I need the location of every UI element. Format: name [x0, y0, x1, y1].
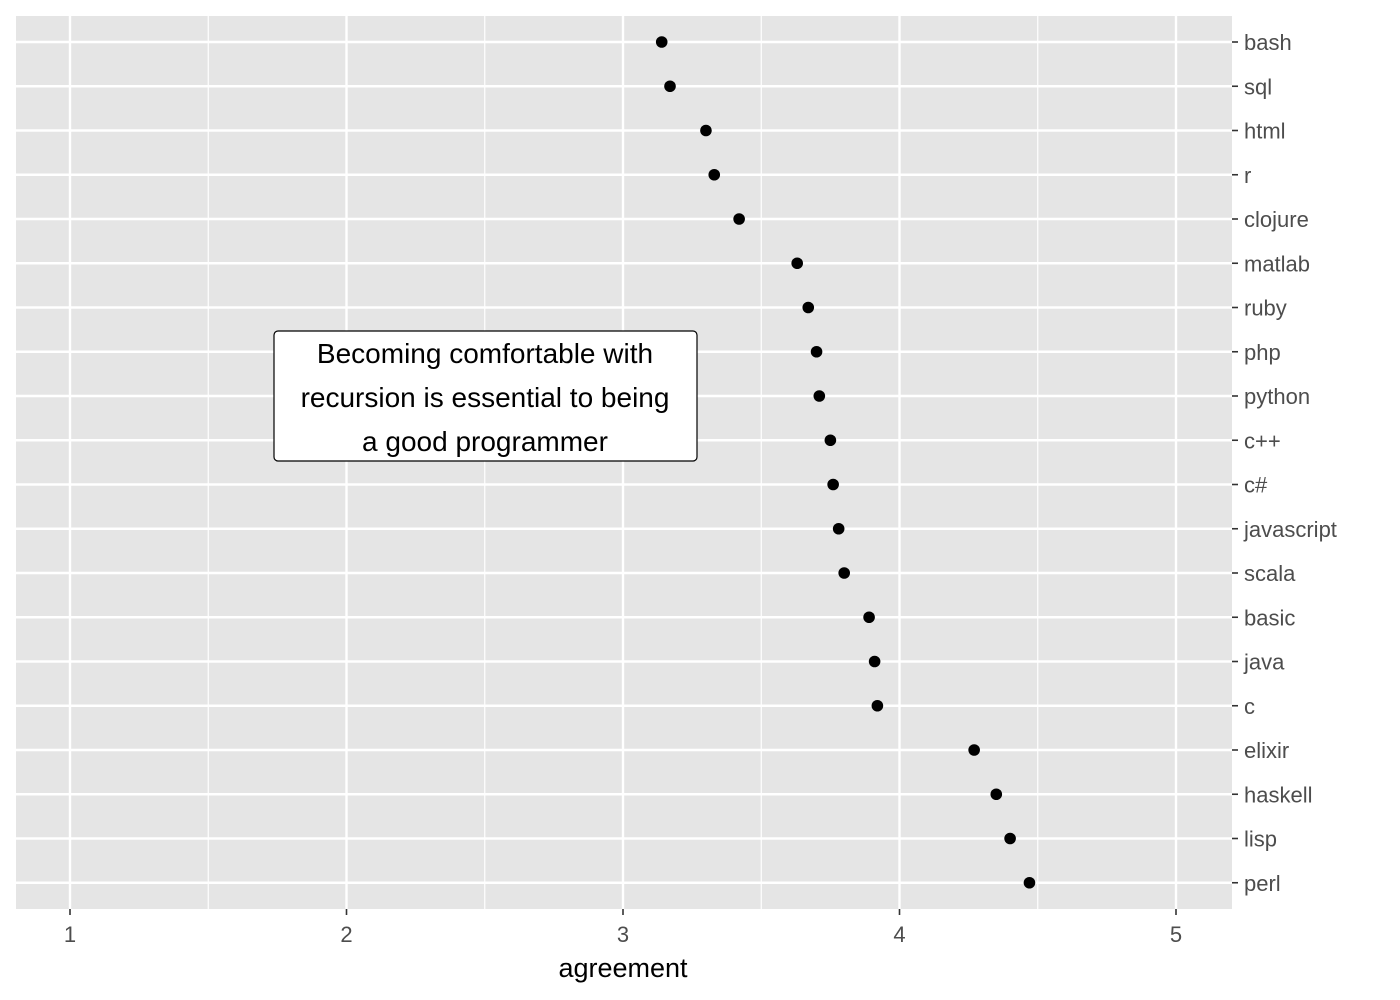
y-axis: bash sql html r clojure matlab ruby php python c+… [1232, 30, 1337, 896]
x-tick-label: 5 [1170, 922, 1182, 947]
data-point [968, 744, 980, 756]
data-point [863, 611, 875, 624]
y-tick-label: elixir [1244, 738, 1289, 763]
y-tick-label: scala [1244, 561, 1296, 586]
x-tick-label: 4 [893, 922, 905, 947]
y-tick-label: perl [1244, 871, 1281, 896]
data-point [832, 522, 845, 535]
annotation-line: recursion is essential to being [301, 382, 670, 413]
data-point [827, 478, 839, 491]
x-tick-label: 2 [340, 922, 352, 947]
y-tick-label: matlab [1244, 251, 1310, 276]
y-tick-label: lisp [1244, 827, 1277, 852]
y-tick-label: sql [1244, 74, 1272, 99]
data-point [868, 655, 881, 668]
annotation-background [273, 330, 698, 462]
data-point [990, 788, 1003, 801]
x-axis: 1 2 3 4 5 [64, 909, 1182, 947]
y-tick-label: haskell [1244, 782, 1312, 807]
data-point [1023, 876, 1036, 889]
data-point [813, 390, 826, 402]
data-points [655, 36, 1036, 889]
data-point [655, 36, 668, 48]
y-tick-label: java [1243, 650, 1285, 675]
data-point [802, 301, 815, 314]
data-point [838, 567, 850, 579]
annotation-line: a good programmer [362, 426, 608, 457]
data-point [824, 434, 837, 447]
y-tick-label: c# [1244, 473, 1268, 498]
x-axis-title: agreement [558, 953, 688, 983]
y-tick-label: python [1244, 384, 1310, 409]
data-point [733, 213, 745, 225]
x-tick-label: 3 [617, 922, 629, 947]
data-point [700, 124, 712, 137]
data-point [708, 168, 721, 181]
x-tick-label: 1 [64, 922, 76, 947]
y-tick-label: javascript [1243, 517, 1337, 542]
data-point [871, 699, 884, 712]
data-point [810, 345, 823, 358]
annotation-box: Becoming comfortable with recursion is e… [273, 330, 698, 462]
y-tick-label: basic [1244, 605, 1295, 630]
data-point [791, 257, 803, 270]
y-tick-label: html [1244, 119, 1286, 144]
y-tick-label: ruby [1244, 296, 1287, 321]
y-tick-label: c [1244, 694, 1255, 719]
minor-gridlines [207, 16, 1039, 909]
y-tick-label: c++ [1244, 428, 1281, 453]
data-point [664, 80, 676, 93]
y-tick-label: php [1244, 340, 1281, 365]
y-tick-label: r [1244, 163, 1251, 188]
y-tick-label: clojure [1244, 207, 1309, 232]
major-gridlines [16, 16, 1232, 909]
annotation-line: Becoming comfortable with [317, 338, 653, 369]
y-tick-label: bash [1244, 30, 1292, 55]
data-point [1004, 832, 1016, 845]
